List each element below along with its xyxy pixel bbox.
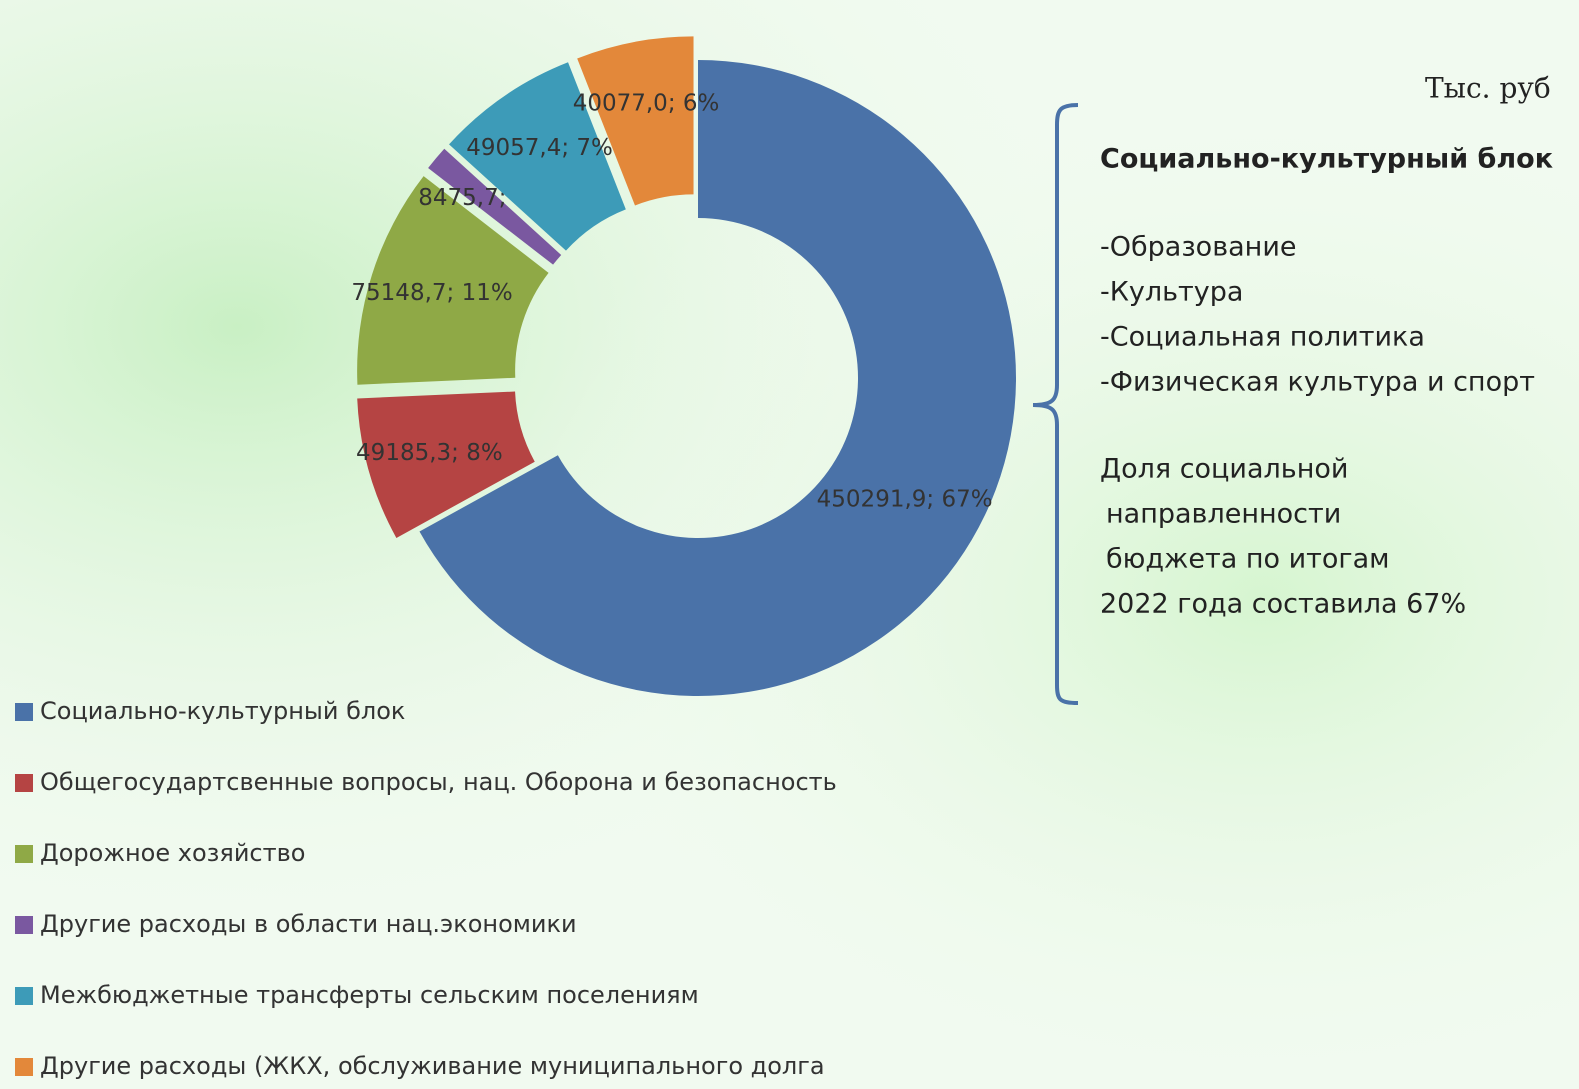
legend-swatch [15,1058,33,1076]
data-label: 49057,4; 7% [466,135,613,161]
donut-segment [577,36,694,206]
donut-segment [357,176,549,385]
donut-segment [449,62,626,251]
legend-swatch [15,845,33,863]
data-label: 49185,3; 8% [356,440,503,466]
annotation-note: 2022 года составила 67% [1100,589,1466,620]
annotation-note: бюджета по итогам [1106,544,1390,575]
annotation-item: -Социальная политика [1100,322,1425,353]
unit-label: Тыс. руб [1425,72,1551,105]
legend-swatch [15,916,33,934]
data-label: 40077,0; 6% [573,90,720,116]
legend-swatch [15,703,33,721]
legend-swatch [15,987,33,1005]
data-label: 75148,7; 11% [351,280,512,306]
legend-label: Межбюджетные трансферты сельским поселен… [40,981,699,1009]
donut-segment [357,391,535,538]
annotation-item: -Культура [1100,277,1243,308]
annotation-item: -Физическая культура и спорт [1100,367,1535,398]
donut-segment [428,148,562,265]
legend-label: Другие расходы в области нац.экономики [40,910,577,938]
bracket [1032,103,1079,705]
legend-label: Социально-культурный блок [40,697,405,725]
annotation-note: Доля социальной [1100,454,1348,485]
legend-label: Другие расходы (ЖКХ, обслуживание муници… [40,1052,825,1080]
annotation-item: -Образование [1100,232,1296,263]
legend-label: Дорожное хозяйство [40,839,305,867]
legend-label: Общегосудартсвенные вопросы, нац. Оборон… [40,768,837,796]
annotation-heading: Социально-культурный блок [1100,144,1553,175]
legend-swatch [15,774,33,792]
data-label: 450291,9; 67% [817,487,993,513]
donut-segment [419,60,1017,696]
annotation-note: направленности [1106,499,1341,530]
